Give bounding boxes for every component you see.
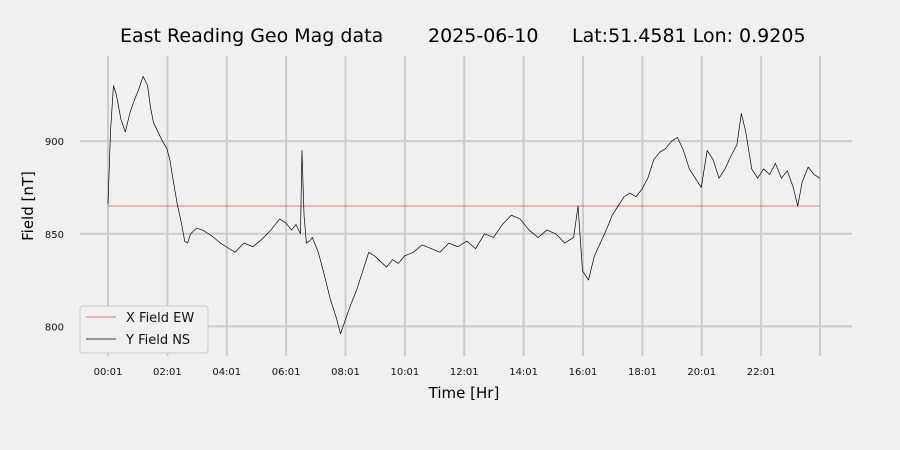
legend-box <box>79 305 209 354</box>
x-tick-label: 00:01 <box>94 367 123 378</box>
x-tick-label: 14:01 <box>509 367 538 378</box>
x-tick-label: 02:01 <box>153 367 182 378</box>
x-tick-label: 16:01 <box>569 367 598 378</box>
y-tick-label: 800 <box>45 322 64 333</box>
x-axis-label: Time [Hr] <box>428 384 500 402</box>
chart-title-location: Lat:51.4581 Lon: 0.9205 <box>572 25 806 47</box>
x-tick-label: 06:01 <box>272 367 301 378</box>
series-layer <box>107 76 821 335</box>
legend: X Field EW Y Field NS <box>79 305 209 354</box>
x-tick-label: 18:01 <box>628 367 657 378</box>
series-line-y-field-ns <box>107 76 821 335</box>
tick-layer: 00:01 02:01 04:01 06:01 08:01 10:01 12:01 14:01… <box>45 137 776 378</box>
y-axis-label: Field [nT] <box>19 171 37 241</box>
x-tick-label: 04:01 <box>212 367 241 378</box>
x-tick-label: 12:01 <box>450 367 479 378</box>
chart-title-name: East Reading Geo Mag data <box>120 25 383 47</box>
x-tick-label: 08:01 <box>331 367 360 378</box>
y-tick-label: 850 <box>45 230 64 241</box>
y-tick-label: 900 <box>45 137 64 148</box>
legend-label-x-field-ew: X Field EW <box>126 311 194 326</box>
x-tick-label: 20:01 <box>687 367 716 378</box>
chart-title: East Reading Geo Mag data 2025-06-10 Lat… <box>120 25 806 47</box>
legend-label-y-field-ns: Y Field NS <box>125 333 190 348</box>
chart-title-date: 2025-06-10 <box>428 25 538 47</box>
x-tick-label: 10:01 <box>390 367 419 378</box>
x-tick-label: 22:01 <box>747 367 776 378</box>
